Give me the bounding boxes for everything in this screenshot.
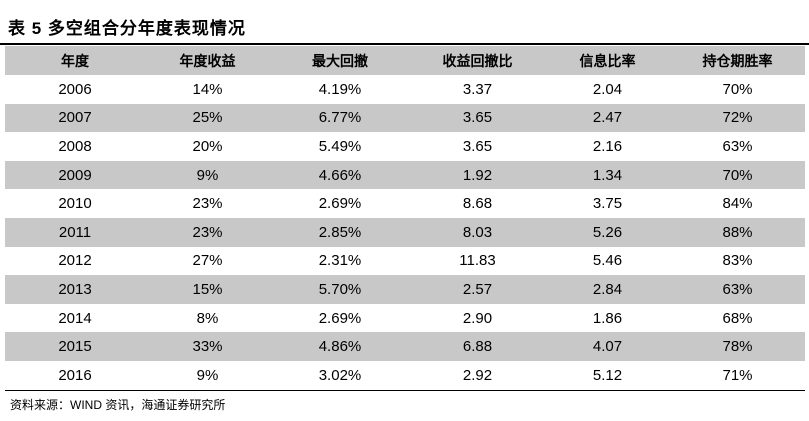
table-cell: 5.12 — [545, 360, 670, 391]
table-cell: 2009 — [5, 160, 145, 190]
column-header: 信息比率 — [545, 46, 670, 75]
table-cell: 2.04 — [592, 80, 623, 98]
table-cell: 2.90 — [462, 309, 493, 327]
table-cell: 1.86 — [592, 309, 623, 327]
table-row: 2016 9% 3.02% 2.92 5.12 71% — [5, 360, 805, 391]
table-cell: 5.70% — [270, 275, 410, 304]
table-cell: 63% — [722, 137, 753, 155]
table-row: 2009 9% 4.66% 1.92 1.34 70% — [5, 160, 805, 190]
table: 年度 年度收益 最大回撤 收益回撤比 信息比率 持仓期胜率 2006 14% 4.19% 3.3… — [5, 46, 805, 391]
table-cell: 2014 — [58, 309, 92, 327]
table-row: 2013 15% 5.70% 2.57 2.84 63% — [5, 275, 805, 304]
table-cell: 63% — [670, 275, 805, 304]
table-row: 2012 27% 2.31% 11.83 5.46 83% — [5, 247, 805, 276]
table-cell: 6.88 — [410, 332, 545, 361]
table-row: 2007 25% 6.77% 3.65 2.47 72% — [5, 103, 805, 133]
table-cell: 23% — [145, 217, 270, 247]
column-header: 年度收益 — [145, 46, 270, 75]
table-cell: 33% — [145, 332, 270, 361]
column-header: 收益回撤比 — [410, 46, 545, 75]
table-cell: 2.92 — [410, 360, 545, 391]
table-cell: 1.92 — [410, 160, 545, 190]
table-cell: 4.86% — [270, 332, 410, 361]
table-cell: 84% — [722, 195, 753, 213]
table-row: 2011 23% 2.85% 8.03 5.26 88% — [5, 217, 805, 247]
table-cell: 2.69% — [318, 309, 362, 327]
table-cell: 2007 — [5, 103, 145, 133]
table-cell: 2.57 — [410, 275, 545, 304]
column-header: 持仓期胜率 — [670, 46, 805, 75]
table-cell: 23% — [192, 195, 223, 213]
table-cell: 1.34 — [545, 160, 670, 190]
table-cell: 27% — [192, 252, 223, 270]
table-cell: 4.19% — [318, 80, 362, 98]
header-row: 年度 年度收益 最大回撤 收益回撤比 信息比率 持仓期胜率 — [5, 46, 805, 75]
table-cell: 8% — [196, 309, 219, 327]
table-cell: 88% — [670, 217, 805, 247]
table-cell: 3.65 — [462, 137, 493, 155]
table-cell: 72% — [670, 103, 805, 133]
table-cell: 70% — [722, 80, 753, 98]
table-cell: 2015 — [5, 332, 145, 361]
source-note: 资料来源：WIND 资讯，海通证券研究所 — [10, 398, 226, 412]
table-cell: 71% — [670, 360, 805, 391]
table-cell: 9% — [145, 360, 270, 391]
table-row: 2008 20% 5.49% 3.65 2.16 63% — [5, 132, 805, 161]
table-cell: 2.84 — [545, 275, 670, 304]
table-cell: 68% — [722, 309, 753, 327]
table-cell: 3.02% — [270, 360, 410, 391]
table-cell: 5.46 — [592, 252, 623, 270]
table-cell: 2010 — [58, 195, 92, 213]
table-cell: 2011 — [5, 217, 145, 247]
table-cell: 9% — [145, 160, 270, 190]
table-cell: 70% — [670, 160, 805, 190]
table-cell: 2013 — [5, 275, 145, 304]
table-cell: 2.69% — [318, 195, 362, 213]
title-rule — [0, 43, 809, 45]
table-cell: 2016 — [5, 360, 145, 391]
table-cell: 14% — [192, 80, 223, 98]
column-header: 年度 — [5, 46, 145, 75]
table-row: 2010 23% 2.69% 8.68 3.75 84% — [5, 189, 805, 218]
table-cell: 5.26 — [545, 217, 670, 247]
table-row: 2006 14% 4.19% 3.37 2.04 70% — [5, 75, 805, 104]
table-cell: 8.03 — [410, 217, 545, 247]
table-row: 2014 8% 2.69% 2.90 1.86 68% — [5, 304, 805, 333]
table-cell: 8.68 — [462, 195, 493, 213]
table-cell: 2012 — [58, 252, 92, 270]
table-cell: 4.07 — [545, 332, 670, 361]
table-title: 表 5 多空组合分年度表现情况 — [8, 19, 246, 38]
table-cell: 4.66% — [270, 160, 410, 190]
table-cell: 5.49% — [318, 137, 362, 155]
table-cell: 20% — [192, 137, 223, 155]
table-cell: 2006 — [58, 80, 92, 98]
table-cell: 78% — [670, 332, 805, 361]
column-header: 最大回撤 — [270, 46, 410, 75]
table-cell: 2.85% — [270, 217, 410, 247]
table-cell: 25% — [145, 103, 270, 133]
table-cell: 3.75 — [592, 195, 623, 213]
table-cell: 11.83 — [459, 252, 496, 270]
table-cell: 2008 — [58, 137, 92, 155]
table-row: 2015 33% 4.86% 6.88 4.07 78% — [5, 332, 805, 361]
table-cell: 83% — [722, 252, 753, 270]
table-cell: 2.31% — [318, 252, 362, 270]
table-cell: 15% — [145, 275, 270, 304]
table-cell: 3.65 — [410, 103, 545, 133]
table-body: 2006 14% 4.19% 3.37 2.04 70% 2007 25% 6.77% 3.65 2… — [5, 75, 805, 391]
table-cell: 2.16 — [592, 137, 623, 155]
table-cell: 2.47 — [545, 103, 670, 133]
table-cell: 3.37 — [462, 80, 493, 98]
table-cell: 6.77% — [270, 103, 410, 133]
